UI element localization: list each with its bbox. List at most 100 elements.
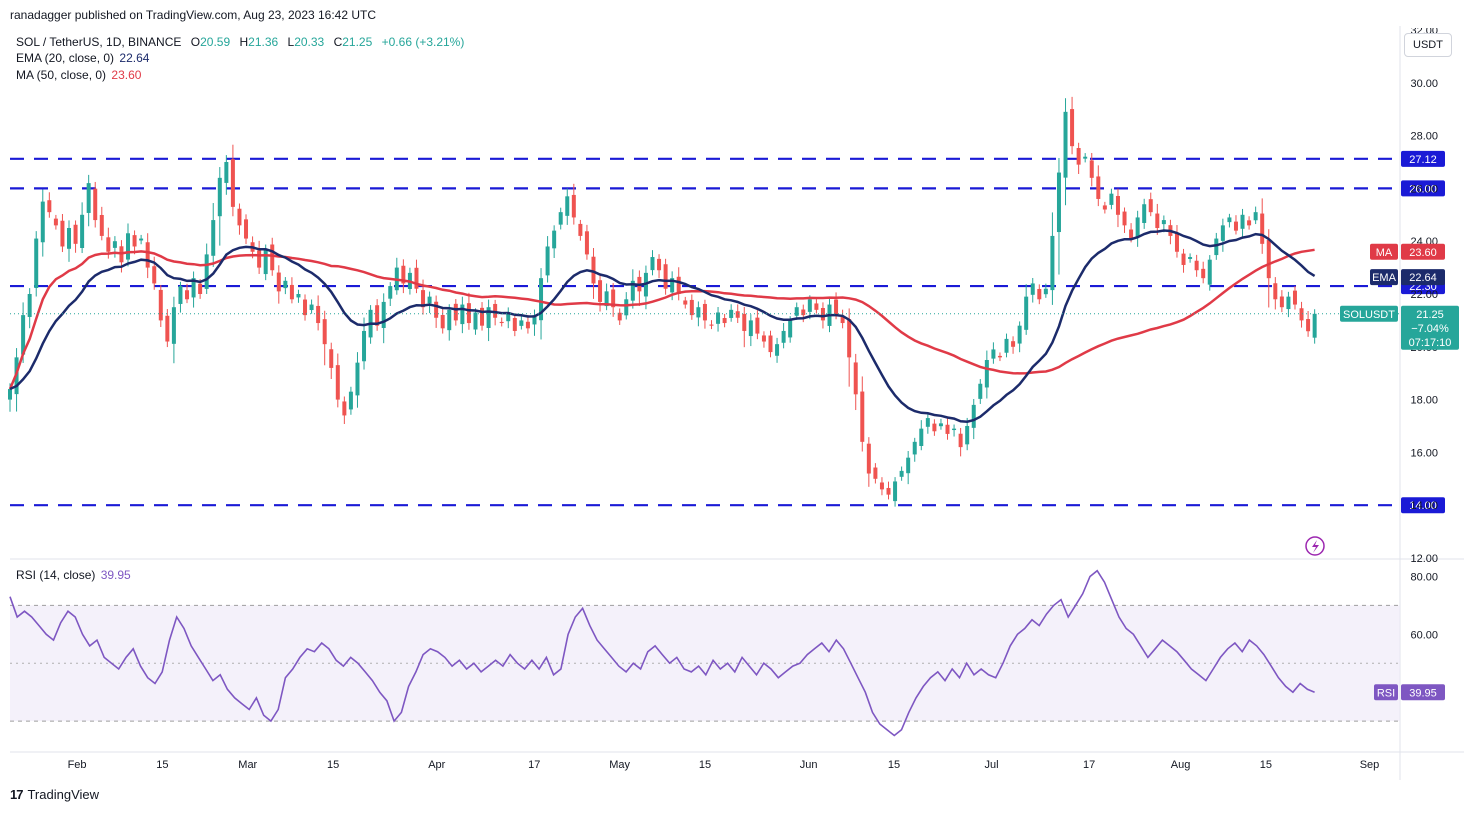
high-value: 21.36 <box>248 35 279 49</box>
candle-body <box>873 467 878 479</box>
candle-body <box>1096 176 1101 199</box>
time-tick-label: 15 <box>1260 759 1272 771</box>
price-tick-label: 14.00 <box>1410 500 1438 512</box>
candle-body <box>1004 338 1009 353</box>
candle-body <box>322 319 327 345</box>
ema-legend[interactable]: EMA (20, close, 0) 22.64 <box>16 51 149 65</box>
candle-body <box>971 404 976 428</box>
candle-body <box>709 324 714 326</box>
candle-body <box>906 457 911 474</box>
candle-body <box>571 194 576 218</box>
candle-body <box>53 218 58 226</box>
candle-body <box>912 441 917 455</box>
candle-body <box>525 321 530 329</box>
ma-legend[interactable]: MA (50, close, 0) 23.60 <box>16 68 141 82</box>
time-tick-label: Jun <box>800 759 818 771</box>
candle-body <box>997 355 1002 358</box>
candle-body <box>191 278 196 298</box>
candle-body <box>224 162 229 183</box>
candle-body <box>421 290 426 308</box>
candle-body <box>342 401 347 416</box>
candle-body <box>499 321 504 324</box>
lightning-icon <box>1305 536 1325 556</box>
candle-body <box>34 238 39 288</box>
low-value: 20.33 <box>294 35 325 49</box>
candle-body <box>565 196 570 216</box>
candle-body <box>126 233 131 260</box>
candle-body <box>21 315 26 355</box>
candle-body <box>742 313 747 331</box>
tradingview-logo[interactable]: 17 TradingView <box>10 787 99 802</box>
candle-body <box>670 278 675 293</box>
candle-body <box>335 365 340 400</box>
change-value: +0.66 (+3.21%) <box>381 35 465 49</box>
ma-50-line <box>8 248 1315 390</box>
candle-body <box>853 362 858 395</box>
candle-body <box>991 349 996 359</box>
candle-body <box>86 183 91 213</box>
candle-body <box>486 307 491 328</box>
candle-body <box>440 314 445 329</box>
candle-body <box>198 283 203 294</box>
rsi-band <box>10 605 1400 722</box>
candle-body <box>1266 239 1271 279</box>
level-badge-label: 26.00 <box>1409 183 1437 195</box>
candle-body <box>8 389 12 400</box>
low-label: L <box>287 35 295 49</box>
rsi-legend[interactable]: RSI (14, close) 39.95 <box>16 568 131 582</box>
candle-body <box>40 201 45 243</box>
candle-body <box>257 250 262 268</box>
price-tick-label: 28.00 <box>1410 131 1438 143</box>
candle-body <box>965 426 970 445</box>
candle-body <box>139 238 144 241</box>
time-tick-label: Sep <box>1360 759 1380 771</box>
candle-body <box>1155 213 1160 228</box>
candle-body <box>617 312 622 321</box>
candle-body <box>1017 325 1022 344</box>
candle-body <box>362 330 367 362</box>
candle-body <box>414 267 419 289</box>
bar-countdown: 07:17:10 <box>1409 337 1452 349</box>
candle-body <box>211 220 216 256</box>
candle-body <box>919 428 924 446</box>
candle-body <box>729 309 734 318</box>
candle-body <box>1279 296 1284 308</box>
candle-body <box>80 214 85 248</box>
candle-body <box>1070 109 1075 147</box>
rsi-name-badge <box>1374 684 1398 701</box>
rsi-legend-label: RSI (14, close) <box>16 568 96 582</box>
time-tick-label: 17 <box>1083 759 1095 771</box>
last-price-value: 21.25 <box>1416 309 1444 321</box>
symbol-badge-label: SOLUSDT <box>1343 309 1395 321</box>
close-value: 21.25 <box>342 35 373 49</box>
candle-body <box>1043 288 1048 295</box>
candle-body <box>73 224 78 244</box>
price-axis: 30.0028.0026.0024.0022.0020.0018.0016.00… <box>1401 0 1471 565</box>
candle-body <box>506 312 511 322</box>
ma-value-label: 23.60 <box>1409 247 1437 259</box>
currency-button[interactable]: USDT <box>1404 33 1452 57</box>
ma-value-badge <box>1401 243 1445 260</box>
candle-body <box>945 424 950 434</box>
candle-body <box>1188 257 1193 259</box>
candle-body <box>1161 220 1166 225</box>
candle-body <box>204 254 209 289</box>
level-badge <box>1401 150 1445 167</box>
rsi-line <box>9 569 1315 737</box>
candle-body <box>283 280 288 289</box>
rsi-pane: 80.00 60.00 <box>9 569 1438 737</box>
time-axis: Feb 15 Mar 15 Apr 17 May 15 Jun 15 Jul 17 Aug 15 Sep <box>68 759 1380 771</box>
candle-body <box>93 188 98 221</box>
time-tick-label: May <box>609 759 630 771</box>
candle-body <box>178 286 183 304</box>
time-tick-label: Jul <box>985 759 999 771</box>
time-tick-label: 15 <box>156 759 168 771</box>
candle-body <box>329 349 334 368</box>
candle-body <box>1083 156 1088 159</box>
close-label: C <box>333 35 343 49</box>
time-tick-label: Aug <box>1171 759 1191 771</box>
candle-body <box>263 249 268 275</box>
candle-body <box>99 214 104 236</box>
candle-body <box>584 231 589 255</box>
